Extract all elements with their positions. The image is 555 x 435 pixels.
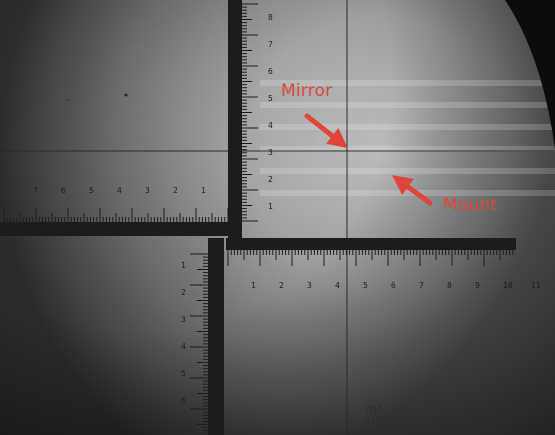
scale-numeral: 6 <box>391 281 396 290</box>
scale-numeral: 11 <box>531 281 541 290</box>
scale-numeral: 4 <box>117 186 122 195</box>
scale-numeral: 7 <box>419 281 424 290</box>
scale-numeral: 2 <box>173 186 178 195</box>
scale-numeral: 3 <box>181 315 186 324</box>
horizontal-scale-bar-left <box>0 222 230 236</box>
scale-numeral: 3 <box>268 148 273 157</box>
reticle-stamp-line2: 2487-1 <box>365 416 398 426</box>
scale-numeral: 5 <box>89 186 94 195</box>
scale-numeral: 6 <box>268 67 273 76</box>
scale-numeral: 6 <box>181 396 186 405</box>
scale-numeral: 7 <box>268 40 273 49</box>
scale-numeral: 4 <box>268 121 273 130</box>
scale-numeral: 7 <box>33 186 38 195</box>
scale-numeral: 2 <box>181 288 186 297</box>
scale-numeral: 10 <box>503 281 513 290</box>
scale-numeral: 9 <box>475 281 480 290</box>
scale-numeral: 1 <box>201 186 206 195</box>
scale-numeral: 2 <box>279 281 284 290</box>
scale-numeral: 3 <box>145 186 150 195</box>
arrow-pointing-down-right-icon <box>304 113 348 149</box>
horizontal-scale-bar-right <box>226 238 516 250</box>
vertical-scale-bar-top <box>228 0 242 238</box>
scale-numeral: 8 <box>268 13 273 22</box>
scale-numeral: 3 <box>307 281 312 290</box>
arrow-pointing-up-left-icon <box>391 175 433 206</box>
scale-numeral: 2 <box>268 175 273 184</box>
scale-numeral: 4 <box>335 281 340 290</box>
vertical-scale-bar-bottom <box>208 238 224 435</box>
scale-numeral: 5 <box>268 94 273 103</box>
reticle-stamp-line1: M1A <box>367 405 384 415</box>
scale-numeral: 5 <box>363 281 368 290</box>
dust-speck <box>124 93 128 97</box>
scale-numeral: 5 <box>181 369 186 378</box>
reticle-ticks <box>3 3 514 432</box>
dust-speck <box>67 99 69 101</box>
scale-numeral: 1 <box>181 261 186 270</box>
scale-numeral: 1 <box>268 202 273 211</box>
scale-numeral: 8 <box>447 281 452 290</box>
scale-numeral: 4 <box>181 342 186 351</box>
scale-numeral: 6 <box>61 186 66 195</box>
vignette-corner <box>505 0 555 150</box>
scale-numeral: 1 <box>251 281 256 290</box>
